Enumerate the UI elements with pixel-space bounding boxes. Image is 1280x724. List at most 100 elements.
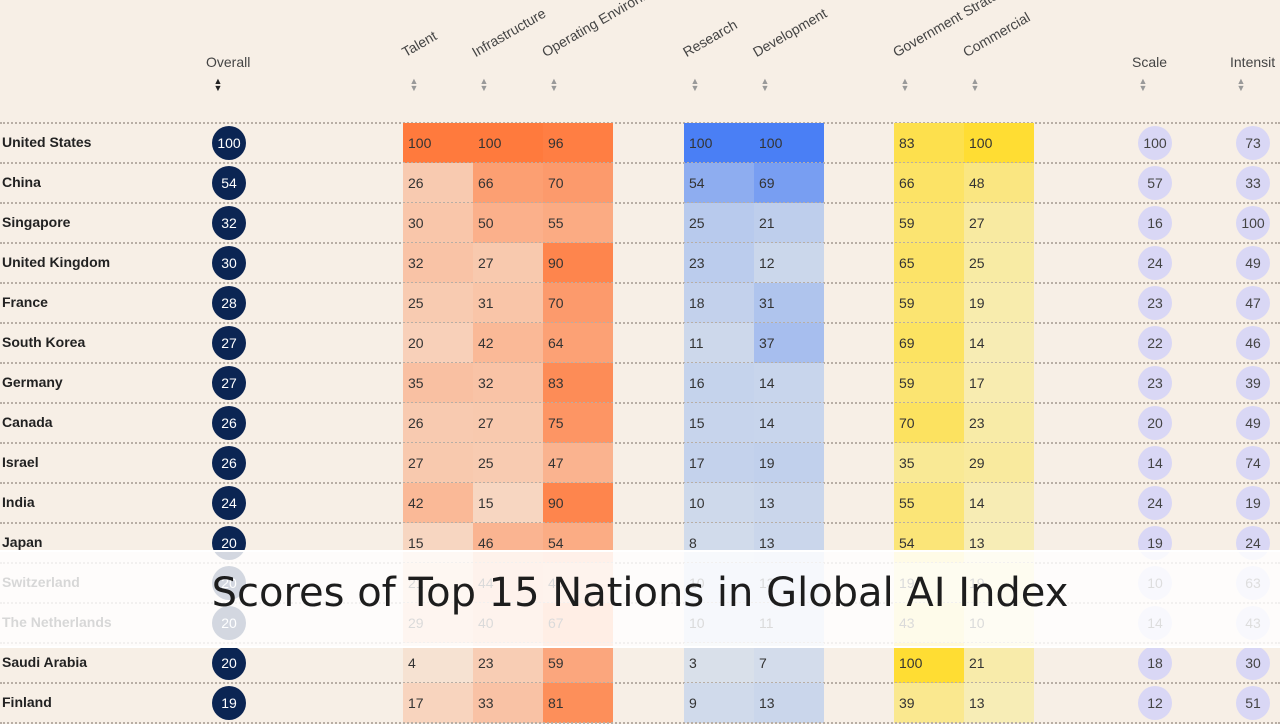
score-bubble-scale: 23 bbox=[1138, 366, 1172, 400]
score-cell-development: 14 bbox=[754, 403, 824, 443]
score-cell-operating-environment: 96 bbox=[543, 123, 613, 163]
sort-commercial-icon[interactable]: ▲ ▼ bbox=[970, 76, 980, 93]
row-divider bbox=[0, 522, 1280, 524]
score-bubble-intensity: 33 bbox=[1236, 166, 1270, 200]
overall-score-badge: 19 bbox=[212, 686, 246, 720]
score-cell-research: 15 bbox=[684, 403, 754, 443]
score-cell-infrastructure: 27 bbox=[473, 243, 543, 283]
score-cell-talent: 100 bbox=[403, 123, 473, 163]
score-cell-government-strategy: 66 bbox=[894, 163, 964, 203]
sort-research-icon[interactable]: ▲ ▼ bbox=[690, 76, 700, 93]
score-bubble-intensity: 49 bbox=[1236, 406, 1270, 440]
score-cell-talent: 42 bbox=[403, 483, 473, 523]
sort-overall-icon[interactable]: ▲ ▼ bbox=[213, 76, 223, 93]
score-cell-commercial: 19 bbox=[964, 283, 1034, 323]
country-name[interactable]: India bbox=[2, 494, 35, 510]
score-cell-development: 31 bbox=[754, 283, 824, 323]
row-divider bbox=[0, 682, 1280, 684]
country-name[interactable]: United States bbox=[2, 134, 92, 150]
row-divider bbox=[0, 402, 1280, 404]
sort-operating-environment-icon[interactable]: ▲ ▼ bbox=[549, 76, 559, 93]
score-cell-commercial: 13 bbox=[964, 683, 1034, 723]
score-cell-infrastructure: 27 bbox=[473, 403, 543, 443]
score-bubble-intensity: 46 bbox=[1236, 326, 1270, 360]
country-name[interactable]: Israel bbox=[2, 454, 39, 470]
score-cell-infrastructure: 23 bbox=[473, 643, 543, 683]
score-cell-commercial: 23 bbox=[964, 403, 1034, 443]
header-research[interactable]: Research bbox=[680, 16, 740, 60]
header-overall[interactable]: Overall bbox=[206, 54, 251, 70]
row-divider bbox=[0, 482, 1280, 484]
score-cell-commercial: 29 bbox=[964, 443, 1034, 483]
caption-title: Scores of Top 15 Nations in Global AI In… bbox=[211, 570, 1069, 616]
row-divider bbox=[0, 322, 1280, 324]
score-cell-operating-environment: 83 bbox=[543, 363, 613, 403]
score-cell-research: 100 bbox=[684, 123, 754, 163]
country-name[interactable]: Singapore bbox=[2, 214, 71, 230]
score-cell-infrastructure: 33 bbox=[473, 683, 543, 723]
row-divider bbox=[0, 202, 1280, 204]
score-bubble-scale: 23 bbox=[1138, 286, 1172, 320]
overall-score-badge: 27 bbox=[212, 326, 246, 360]
overall-score-badge: 27 bbox=[212, 366, 246, 400]
overall-score-badge: 24 bbox=[212, 486, 246, 520]
country-name[interactable]: Saudi Arabia bbox=[2, 654, 88, 670]
country-name[interactable]: France bbox=[2, 294, 48, 310]
overall-score-badge: 28 bbox=[212, 286, 246, 320]
row-divider bbox=[0, 162, 1280, 164]
score-cell-development: 69 bbox=[754, 163, 824, 203]
score-cell-development: 100 bbox=[754, 123, 824, 163]
score-bubble-scale: 14 bbox=[1138, 446, 1172, 480]
sort-infrastructure-icon[interactable]: ▲ ▼ bbox=[479, 76, 489, 93]
sort-talent-icon[interactable]: ▲ ▼ bbox=[409, 76, 419, 93]
score-cell-operating-environment: 59 bbox=[543, 643, 613, 683]
score-cell-infrastructure: 42 bbox=[473, 323, 543, 363]
score-bubble-intensity: 73 bbox=[1236, 126, 1270, 160]
overall-score-badge: 26 bbox=[212, 406, 246, 440]
score-cell-development: 12 bbox=[754, 243, 824, 283]
score-cell-operating-environment: 64 bbox=[543, 323, 613, 363]
score-cell-research: 23 bbox=[684, 243, 754, 283]
country-name[interactable]: United Kingdom bbox=[2, 254, 111, 270]
score-cell-talent: 30 bbox=[403, 203, 473, 243]
score-cell-commercial: 27 bbox=[964, 203, 1034, 243]
overall-score-badge: 100 bbox=[212, 126, 246, 160]
header-infrastructure[interactable]: Infrastructure bbox=[469, 4, 549, 61]
score-cell-research: 16 bbox=[684, 363, 754, 403]
overall-score-badge: 20 bbox=[212, 646, 246, 680]
score-cell-talent: 17 bbox=[403, 683, 473, 723]
row-divider bbox=[0, 122, 1280, 124]
country-name[interactable]: China bbox=[2, 174, 41, 190]
sort-intensity-icon[interactable]: ▲ ▼ bbox=[1236, 76, 1246, 93]
header-talent[interactable]: Talent bbox=[399, 27, 440, 60]
score-cell-government-strategy: 100 bbox=[894, 643, 964, 683]
country-name[interactable]: Finland bbox=[2, 694, 52, 710]
score-cell-infrastructure: 32 bbox=[473, 363, 543, 403]
header-development[interactable]: Development bbox=[750, 4, 830, 61]
row-divider bbox=[0, 362, 1280, 364]
score-cell-talent: 32 bbox=[403, 243, 473, 283]
score-bubble-scale: 16 bbox=[1138, 206, 1172, 240]
country-name[interactable]: South Korea bbox=[2, 334, 86, 350]
score-cell-government-strategy: 65 bbox=[894, 243, 964, 283]
country-name[interactable]: Germany bbox=[2, 374, 63, 390]
score-cell-talent: 27 bbox=[403, 443, 473, 483]
header-operating-environment[interactable]: Operating Environme bbox=[539, 0, 662, 60]
header-intensity[interactable]: Intensit bbox=[1230, 54, 1276, 70]
sort-development-icon[interactable]: ▲ ▼ bbox=[760, 76, 770, 93]
score-cell-infrastructure: 31 bbox=[473, 283, 543, 323]
score-cell-operating-environment: 70 bbox=[543, 163, 613, 203]
sort-scale-icon[interactable]: ▲ ▼ bbox=[1138, 76, 1148, 93]
score-cell-government-strategy: 59 bbox=[894, 283, 964, 323]
row-divider bbox=[0, 242, 1280, 244]
score-cell-commercial: 100 bbox=[964, 123, 1034, 163]
score-cell-commercial: 14 bbox=[964, 483, 1034, 523]
country-name[interactable]: Japan bbox=[2, 534, 43, 550]
score-cell-talent: 26 bbox=[403, 403, 473, 443]
overall-score-badge: 26 bbox=[212, 446, 246, 480]
score-cell-development: 19 bbox=[754, 443, 824, 483]
country-name[interactable]: Canada bbox=[2, 414, 53, 430]
header-scale[interactable]: Scale bbox=[1132, 54, 1168, 70]
score-bubble-intensity: 47 bbox=[1236, 286, 1270, 320]
sort-government-strategy-icon[interactable]: ▲ ▼ bbox=[900, 76, 910, 93]
